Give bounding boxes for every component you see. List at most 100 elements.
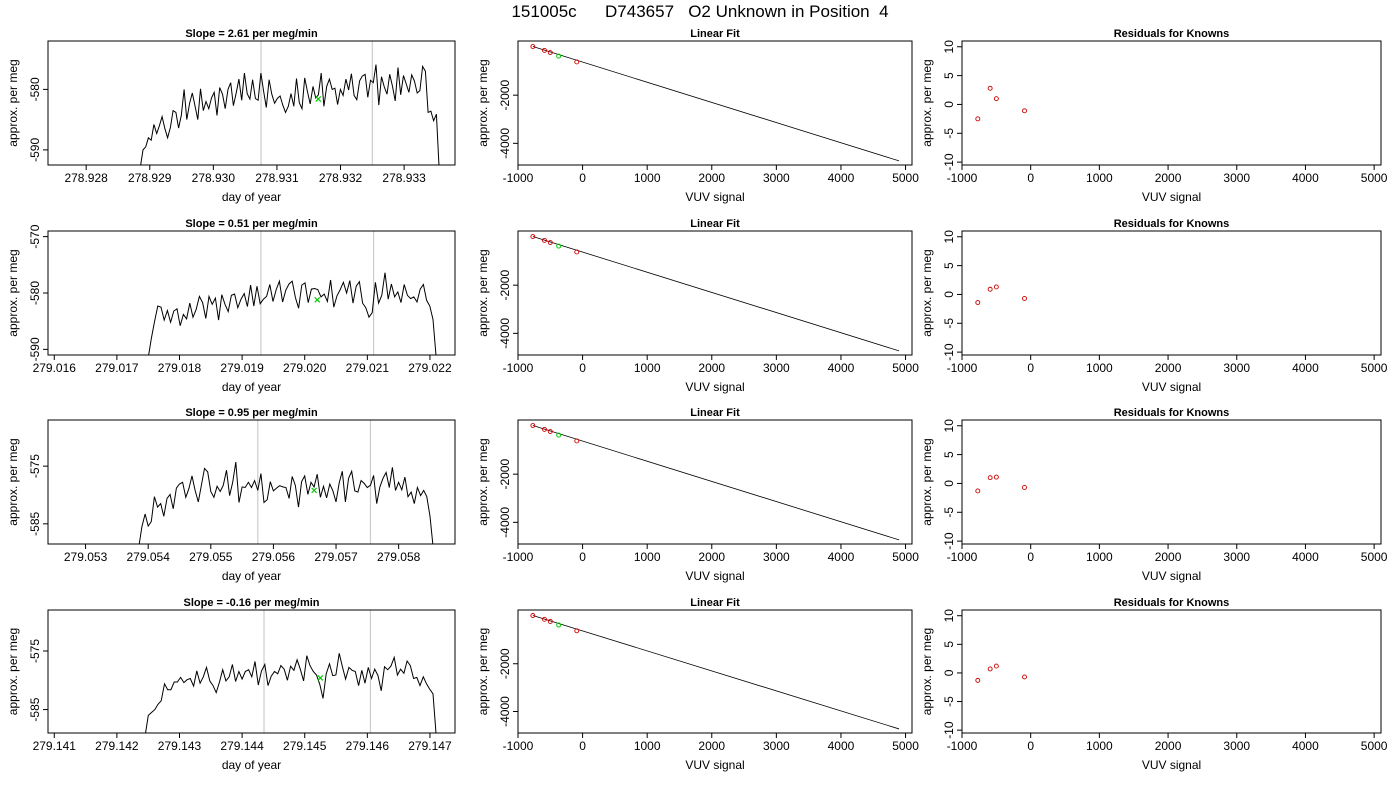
x-tick-label: 279.143: [158, 739, 202, 753]
panel-title: Slope = 0.51 per meg/min: [185, 218, 318, 230]
plot-frame: [517, 40, 913, 166]
plot-frame: [961, 230, 1382, 356]
x-tick-label: 279.056: [252, 550, 296, 564]
y-tick-label: 5: [942, 451, 956, 458]
panel-time-series-row-2: 279.016 279.017 279.018 279.019 279.020 279.0…: [6, 218, 456, 394]
y-axis-label: approx. per meg: [920, 628, 934, 715]
y-tick-label: 5: [942, 641, 956, 648]
panel-time-series-row-4: 279.141 279.142 279.143 279.144 279.145 279.1…: [6, 597, 456, 772]
data-point: [530, 234, 536, 239]
y-tick-label: 0: [942, 101, 956, 108]
plot-area: [530, 44, 900, 162]
y-tick-label: -4000: [498, 318, 512, 349]
x-tick-label: 279.022: [408, 361, 452, 375]
x-tick-label: 4000: [828, 171, 855, 185]
x-tick-label: 279.020: [283, 361, 327, 375]
x-tick-label: 279.057: [314, 550, 358, 564]
y-tick-label: -570: [28, 224, 42, 248]
y-axis-label: approx. per meg: [6, 249, 20, 336]
x-tick-label: 278.928: [64, 171, 108, 185]
x-axis-label: VUV signal: [685, 758, 744, 772]
plot-frame: [961, 40, 1382, 166]
data-point: [993, 96, 999, 102]
data-point: [542, 47, 547, 53]
y-axis-label: approx. per meg: [6, 59, 20, 146]
x-tick-label: 0: [579, 171, 586, 185]
y-tick-label: -2000: [498, 648, 512, 679]
data-point: [1022, 674, 1027, 680]
x-tick-label: 1000: [634, 171, 661, 185]
y-tick-label: -10: [942, 721, 956, 739]
data-point: [530, 613, 536, 618]
plot-area: [975, 474, 1027, 494]
panel-time-series-row-1: 278.928 278.929 278.930 278.931 278.932 278.9…: [6, 28, 456, 204]
x-tick-label: 1000: [1086, 171, 1113, 185]
data-point: [530, 44, 536, 49]
x-tick-label: 0: [579, 739, 586, 753]
x-tick-label: 5000: [1361, 550, 1388, 564]
x-tick-label: 2000: [1155, 739, 1182, 753]
x-tick-label: 279.141: [33, 739, 77, 753]
data-point: [542, 616, 547, 622]
fit-line: [532, 615, 900, 730]
y-axis-label: approx. per meg: [920, 59, 934, 146]
x-tick-label: 278.933: [382, 171, 426, 185]
y-tick-label: -575: [28, 454, 42, 478]
panel-linear-fit-row-2: -1000 0 1000 2000 3000 4000 5000 -4000 -2000 Line…: [476, 218, 919, 394]
data-point: [975, 488, 981, 494]
panel-linear-fit-row-4: -1000 0 1000 2000 3000 4000 5000 -4000 -2000 Line…: [476, 597, 919, 772]
x-tick-label: 3000: [763, 361, 790, 375]
data-point: [542, 426, 547, 432]
x-tick-label: 1000: [1086, 550, 1113, 564]
y-tick-label: -580: [28, 77, 42, 101]
x-tick-label: -1000: [503, 171, 534, 185]
x-tick-label: 5000: [1361, 739, 1388, 753]
x-tick-label: 279.146: [346, 739, 390, 753]
panel-linear-fit-row-3: -1000 0 1000 2000 3000 4000 5000 -4000 -2000 Line…: [476, 407, 919, 583]
series-line: [140, 64, 440, 165]
x-tick-label: 4000: [828, 361, 855, 375]
y-axis-label: approx. per meg: [476, 249, 490, 336]
y-tick-label: -5: [942, 318, 956, 329]
y-tick-label: -5: [942, 507, 956, 518]
y-tick-label: -4000: [498, 128, 512, 159]
x-axis-label: VUV signal: [1142, 758, 1201, 772]
x-tick-label: -1000: [503, 739, 534, 753]
data-point: [1022, 108, 1027, 114]
panel-title: Residuals for Knowns: [1114, 407, 1230, 419]
x-tick-label: 3000: [1223, 550, 1250, 564]
x-tick-label: -1000: [503, 361, 534, 375]
unknown-point: [556, 243, 562, 249]
x-tick-label: 4000: [1292, 171, 1319, 185]
data-point: [574, 438, 580, 444]
x-tick-label: 1000: [634, 361, 661, 375]
x-axis-label: VUV signal: [685, 380, 744, 394]
x-tick-label: 278.930: [192, 171, 236, 185]
panel-residuals-row-1: -1000 0 1000 2000 3000 4000 5000 -10 -5 0 5 10 Resid…: [920, 28, 1388, 204]
y-tick-label: 0: [942, 480, 956, 487]
x-tick-label: 279.054: [126, 550, 170, 564]
x-tick-label: 0: [1027, 171, 1034, 185]
panel-title: Residuals for Knowns: [1114, 218, 1230, 230]
x-tick-label: 2000: [1155, 361, 1182, 375]
plot-area: [975, 85, 1027, 122]
x-tick-label: 1000: [1086, 739, 1113, 753]
data-point: [975, 300, 981, 305]
y-axis-label: approx. per meg: [476, 438, 490, 525]
panel-title: Slope = -0.16 per meg/min: [183, 597, 319, 609]
data-point: [530, 423, 536, 428]
x-tick-label: -1000: [503, 550, 534, 564]
x-axis-label: day of year: [222, 569, 281, 583]
unknown-point: [556, 432, 562, 438]
y-tick-label: 10: [942, 40, 956, 54]
plot-frame: [961, 419, 1382, 545]
x-tick-label: 5000: [892, 550, 919, 564]
unknown-point: [556, 622, 562, 628]
plot-frame: [47, 609, 456, 734]
panel-title: Linear Fit: [690, 407, 740, 419]
data-point: [975, 116, 981, 122]
y-tick-label: 5: [942, 262, 956, 269]
figure-title: 151005c D743657 O2 Unknown in Position 4: [511, 2, 889, 21]
y-tick-label: 0: [942, 669, 956, 676]
x-tick-label: 279.147: [408, 739, 452, 753]
